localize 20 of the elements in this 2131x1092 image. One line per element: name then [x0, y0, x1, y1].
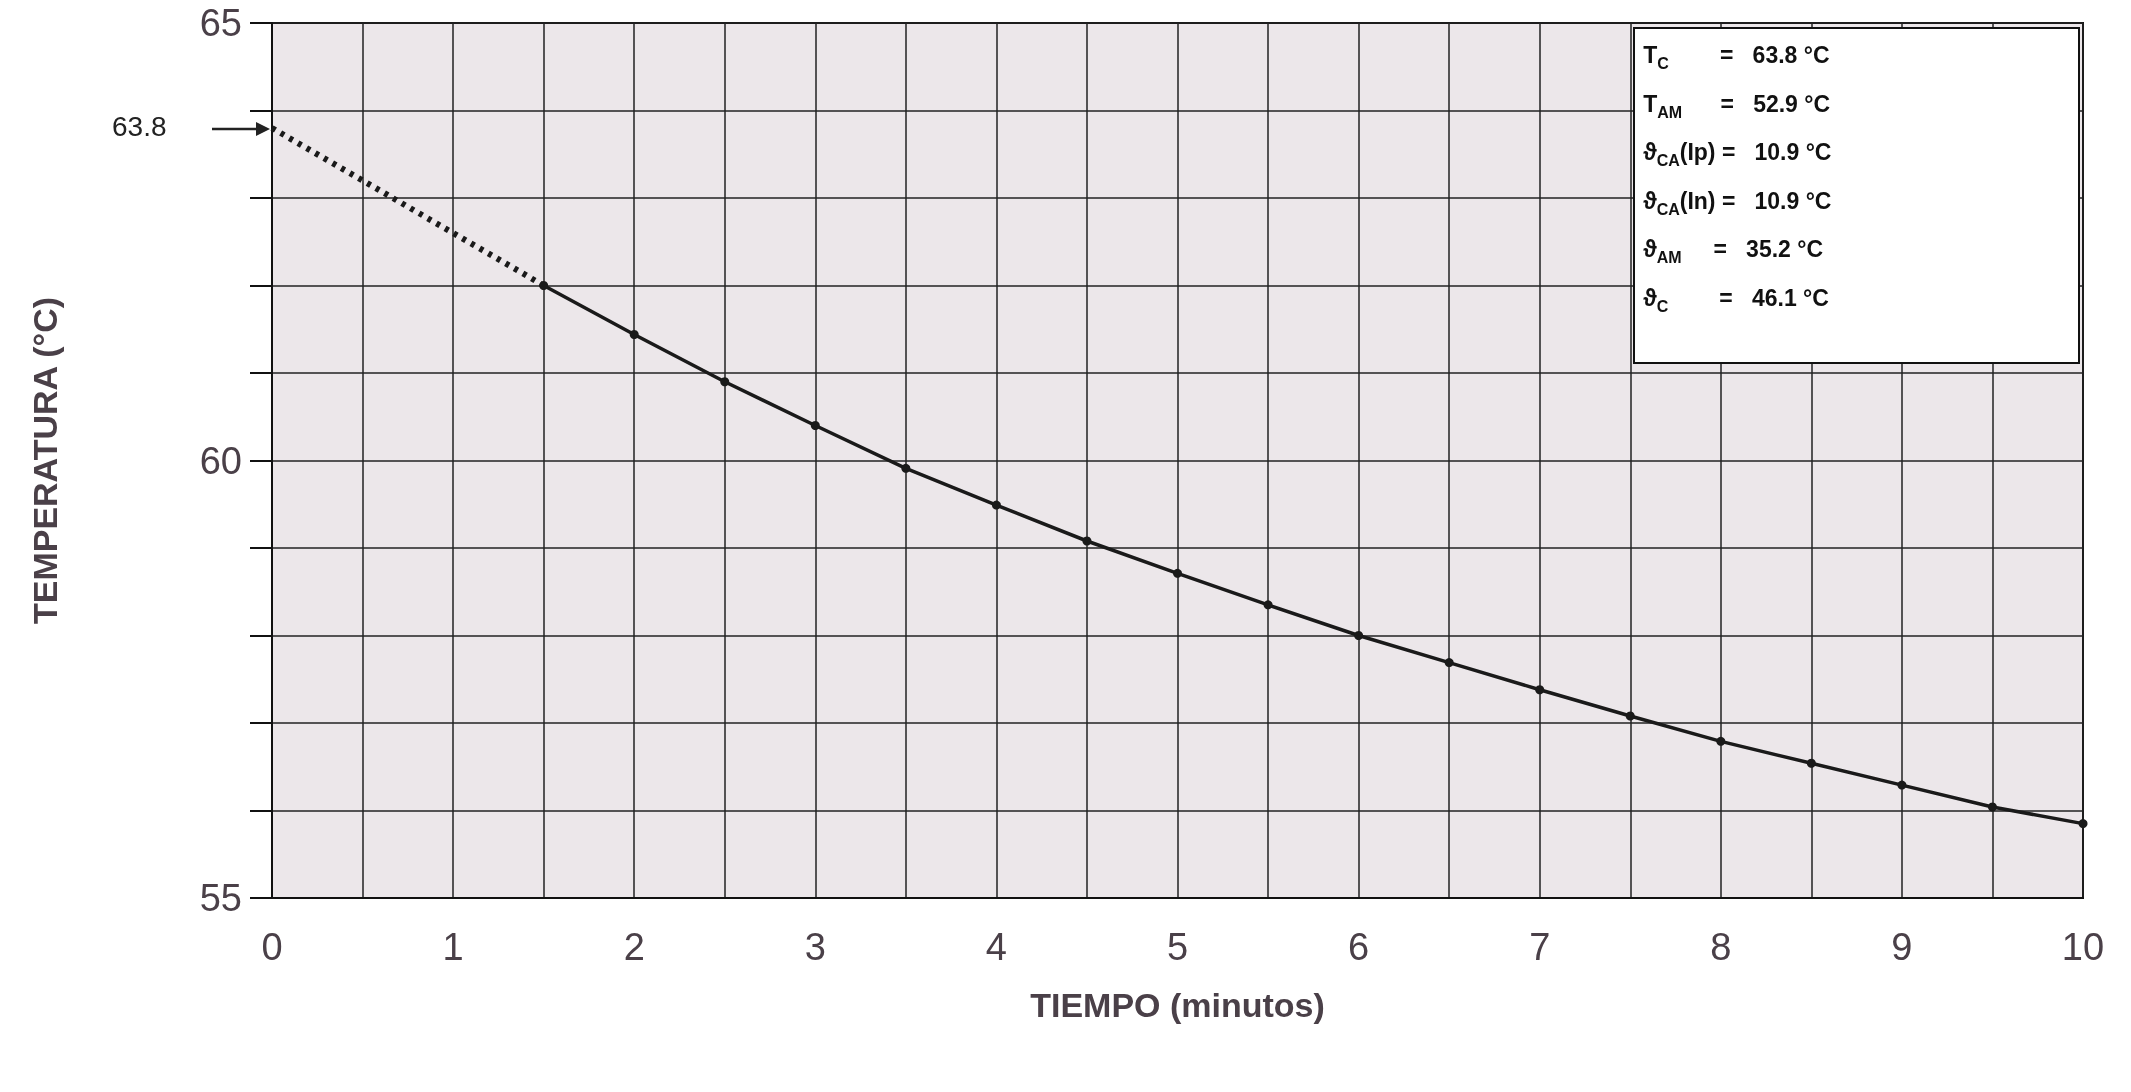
x-tick-label: 1 — [442, 926, 464, 968]
y-tick-label: 55 — [199, 877, 242, 919]
note-box: T$_{C}$ = 63.8 °C T$_{AM}$ = 52.9 °C ϑ$_{CA}$(Ip) = 10.9 °C ϑ$_{CA}$(In) = 10.9 °C ϑ$_{AM}$ = 35.2 °C ϑ$_{C}$ = 46.1 °C — [1633, 27, 2080, 364]
x-tick-label: 2 — [623, 926, 645, 968]
x-tick-label: 8 — [1710, 926, 1732, 968]
x-tick-label: 5 — [1166, 926, 1189, 968]
annotation: ϑ$_{CA}$(Ip) = 10.9 °C — [1643, 138, 1833, 171]
x-tick-label: 7 — [1529, 926, 1551, 968]
y-tick-label: 60 — [199, 439, 242, 482]
x-axis-title: TIEMPO (minutos) — [1030, 986, 1325, 1024]
x-tick-label: 3 — [804, 926, 826, 968]
x-tick-label: 0 — [261, 926, 283, 968]
text: 63.8 — [112, 111, 168, 143]
annotation: ϑ$_{CA}$(In) = 10.9 °C — [1643, 186, 1833, 220]
x-tick-label: 10 — [2061, 926, 2105, 968]
x-tick-label: 6 — [1348, 926, 1370, 968]
x-tick-label: 9 — [1891, 926, 1913, 968]
y-axis-title: TEMPERATURA (°C) — [26, 296, 64, 625]
y-tick-label: 65 — [199, 2, 242, 44]
x-tick-label: 4 — [985, 926, 1007, 968]
